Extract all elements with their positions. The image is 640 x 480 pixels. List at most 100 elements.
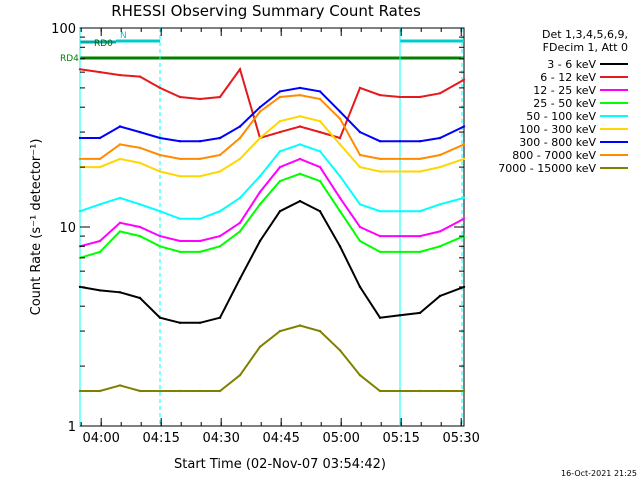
data-point — [98, 165, 102, 169]
data-point — [438, 389, 442, 393]
data-point — [438, 294, 442, 298]
data-point — [178, 250, 182, 254]
legend-entry-label: 800 - 7000 keV — [512, 149, 596, 162]
data-point — [98, 157, 102, 161]
data-point — [158, 389, 162, 393]
series-line-5 — [80, 115, 465, 178]
data-point — [138, 296, 142, 300]
data-point — [278, 130, 282, 134]
y-tick-label: 10 — [59, 221, 76, 236]
data-point — [358, 374, 362, 377]
data-point — [138, 146, 142, 149]
legend-entry-label: 50 - 100 keV — [526, 110, 596, 123]
data-point — [178, 140, 182, 143]
data-point — [258, 106, 262, 109]
data-point — [238, 277, 242, 280]
legend-entry-label: 6 - 12 keV — [540, 71, 596, 84]
data-point — [418, 95, 422, 99]
data-point — [198, 157, 202, 161]
data-point — [462, 143, 466, 146]
data-point — [398, 234, 402, 238]
data-point — [418, 210, 422, 213]
data-point — [298, 157, 302, 161]
data-point — [218, 245, 222, 248]
data-point — [98, 70, 102, 74]
data-point — [398, 95, 402, 99]
data-point — [138, 389, 142, 393]
data-point — [98, 239, 102, 243]
data-point — [318, 90, 322, 93]
data-point — [318, 130, 322, 134]
status-label-n: N — [120, 31, 127, 41]
data-point — [98, 203, 102, 206]
data-point — [298, 172, 302, 175]
data-point — [98, 250, 102, 254]
data-point — [198, 217, 202, 220]
data-point — [198, 140, 202, 143]
data-point — [462, 196, 466, 200]
data-point — [338, 117, 342, 120]
x-tick-label: 04:30 — [202, 431, 239, 446]
data-point — [118, 157, 122, 161]
data-point — [418, 389, 422, 393]
series-line-8 — [80, 324, 464, 392]
data-point — [218, 153, 222, 157]
data-point — [158, 245, 162, 248]
data-point — [78, 136, 82, 140]
data-point — [158, 210, 162, 213]
data-point — [158, 170, 162, 173]
data-point — [438, 153, 442, 157]
data-point — [358, 285, 362, 289]
data-point — [358, 130, 362, 134]
data-point — [118, 230, 122, 233]
data-point — [462, 125, 466, 128]
x-axis-label: Start Time (02-Nov-07 03:54:42) — [174, 457, 386, 472]
data-point — [138, 130, 142, 134]
data-point — [218, 389, 222, 393]
legend-entry-label: 100 - 300 keV — [519, 123, 596, 136]
data-point — [158, 86, 162, 90]
x-tick-label: 04:15 — [142, 431, 179, 446]
legend: Det 1,3,4,5,6,9, FDecim 1, Att 0 3 - 6 k… — [498, 28, 628, 175]
data-point — [298, 86, 302, 90]
data-point — [198, 321, 202, 324]
data-point — [218, 136, 222, 140]
data-point — [462, 157, 466, 161]
series-line-1 — [79, 67, 465, 140]
data-point — [378, 250, 382, 254]
data-point — [338, 175, 342, 178]
data-point — [278, 165, 282, 169]
data-point — [398, 140, 402, 143]
data-point — [398, 210, 402, 213]
data-point — [398, 314, 402, 317]
legend-entry-label: 25 - 50 keV — [533, 97, 596, 110]
data-point — [378, 316, 382, 319]
data-point — [378, 93, 382, 97]
data-point — [178, 239, 182, 243]
data-point — [438, 92, 442, 95]
series-line-4 — [79, 143, 465, 220]
data-point — [318, 165, 322, 169]
y-tick-label: 100 — [51, 22, 76, 37]
data-point — [98, 389, 102, 393]
data-point — [238, 221, 242, 224]
x-tick-label: 04:45 — [262, 431, 299, 446]
data-point — [158, 316, 162, 319]
series-line-6 — [80, 86, 465, 143]
data-point — [358, 165, 362, 169]
y-axis-label: Count Rate (s⁻¹ detector⁻¹) — [29, 139, 44, 316]
data-point — [238, 125, 242, 128]
status-label-rd0: RD0 — [94, 39, 113, 49]
data-point — [158, 153, 162, 157]
data-point — [238, 68, 242, 71]
data-point — [298, 324, 302, 327]
data-point — [118, 384, 122, 387]
legend-entry-label: 7000 - 15000 keV — [498, 162, 596, 175]
data-point — [338, 245, 342, 248]
data-point — [198, 250, 202, 254]
data-point — [238, 230, 242, 233]
data-point — [438, 203, 442, 206]
data-point — [238, 157, 242, 161]
data-point — [258, 136, 262, 140]
data-point — [118, 196, 122, 200]
